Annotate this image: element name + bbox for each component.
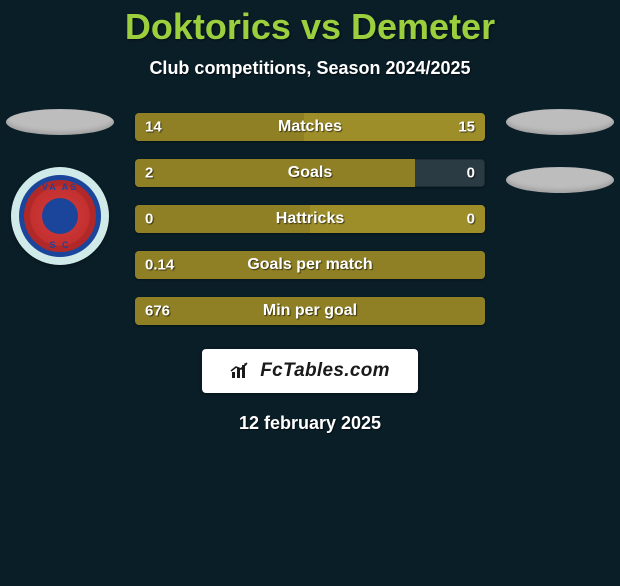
club-badge-icon: VA AS S C — [19, 175, 101, 257]
bar-chart-icon — [230, 362, 252, 380]
compare-fill-left — [135, 297, 485, 325]
compare-fill-left — [135, 251, 485, 279]
subtitle: Club competitions, Season 2024/2025 — [0, 58, 620, 79]
date-label: 12 february 2025 — [0, 413, 620, 434]
club-badge-text-bottom: S C — [24, 240, 96, 250]
player-left-photo-placeholder — [6, 109, 114, 135]
compare-row: Min per goal676 — [135, 297, 485, 325]
page-title: Doktorics vs Demeter — [0, 6, 620, 48]
player-right-photo-placeholder — [506, 109, 614, 135]
player-right-column — [500, 113, 620, 225]
compare-row: Matches1415 — [135, 113, 485, 141]
player-left-club-badge: VA AS S C — [11, 167, 109, 265]
title-left: Doktorics — [125, 6, 291, 47]
compare-row-value-right: 0 — [467, 165, 475, 182]
compare-fill-left — [135, 159, 415, 187]
club-badge-text-top: VA AS — [24, 182, 96, 192]
compare-row: Goals per match0.14 — [135, 251, 485, 279]
comparison-bars: Matches1415 Goals20 Hattricks00 Goals per m… — [135, 113, 485, 325]
compare-fill-right — [304, 113, 485, 141]
title-vs: vs — [301, 6, 341, 47]
compare-fill-right — [310, 205, 485, 233]
site-label: FcTables.com — [260, 360, 390, 382]
compare-fill-left — [135, 205, 310, 233]
comparison-content: VA AS S C Matches1415 Goals20 Hattricks00 G… — [0, 113, 620, 434]
player-right-club-placeholder — [506, 167, 614, 193]
player-left-column: VA AS S C — [0, 113, 120, 265]
compare-row: Hattricks00 — [135, 205, 485, 233]
compare-row: Goals20 — [135, 159, 485, 187]
title-right: Demeter — [351, 6, 495, 47]
compare-fill-left — [135, 113, 304, 141]
site-badge: FcTables.com — [202, 349, 418, 393]
